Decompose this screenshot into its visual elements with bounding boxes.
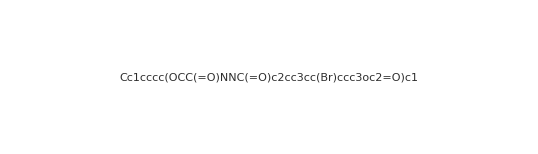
Text: Cc1cccc(OCC(=O)NNC(=O)c2cc3cc(Br)ccc3oc2=O)c1: Cc1cccc(OCC(=O)NNC(=O)c2cc3cc(Br)ccc3oc2… [119,72,419,82]
